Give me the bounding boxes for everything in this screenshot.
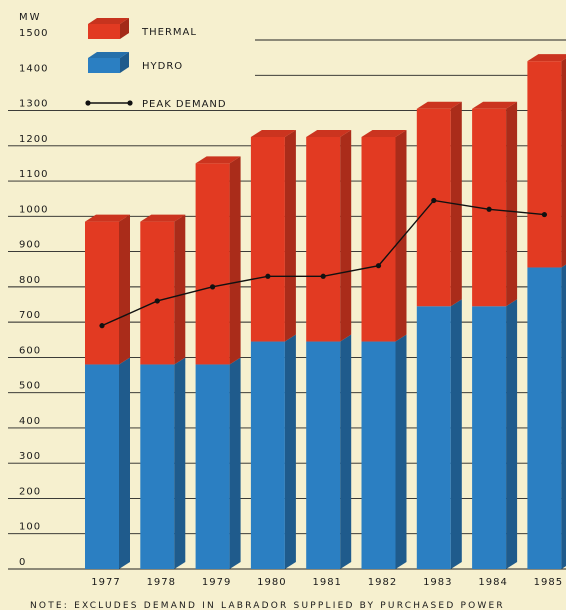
legend-label: THERMAL: [141, 27, 197, 38]
bars: [85, 54, 566, 569]
y-tick-label: 200: [19, 486, 41, 497]
y-tick-label: 500: [19, 381, 41, 392]
bar-thermal-side: [395, 129, 407, 342]
bar-hydro: [306, 341, 341, 569]
y-tick-label: 700: [19, 310, 41, 321]
x-tick-label: 1981: [312, 577, 341, 588]
peak-demand-point: [99, 323, 105, 329]
bar-thermal-side: [284, 129, 296, 342]
legend-swatch: [88, 24, 120, 39]
bar-hydro: [195, 364, 230, 569]
bar-hydro: [472, 306, 507, 569]
bar-hydro-side: [284, 334, 296, 569]
peak-demand-line: [99, 197, 548, 329]
y-tick-label: 400: [19, 416, 41, 427]
bar-thermal: [527, 61, 562, 268]
bar-thermal-side: [340, 129, 352, 342]
bar-hydro: [85, 364, 119, 569]
x-axis-ticks: 1977 1978 1979 1980 1981 1982 1983 1984 1985: [91, 577, 563, 588]
x-tick-label: 1977: [91, 577, 120, 588]
legend-swatch: [88, 58, 120, 73]
peak-demand-point: [541, 211, 548, 218]
y-axis-ticks: 0 100 200 300 400 500 600 700 800 900 1000 1100 1200…: [19, 28, 48, 568]
chart-note: NOTE: EXCLUDES DEMAND IN LABRADOR SUPPLI…: [30, 601, 505, 610]
x-tick-label: 1984: [478, 577, 507, 588]
bar-hydro-side: [450, 299, 462, 569]
legend-swatch-top: [88, 52, 129, 58]
y-tick-label: 1500: [19, 28, 48, 39]
bar-thermal-top: [527, 54, 566, 62]
bar-thermal-side: [229, 156, 241, 365]
bar-thermal: [140, 221, 175, 365]
y-tick-label: 300: [19, 451, 41, 462]
bar-thermal-top: [140, 214, 186, 222]
bar-hydro: [527, 267, 562, 569]
y-tick-label: 800: [19, 275, 41, 286]
bar-thermal: [250, 136, 285, 342]
y-tick-label: 900: [19, 240, 41, 251]
bar-hydro: [140, 364, 175, 569]
legend-swatch-side: [120, 18, 129, 39]
legend-swatch-top: [88, 18, 129, 24]
y-tick-label: 1000: [19, 204, 48, 215]
y-tick-label: 0: [19, 557, 26, 568]
bar-hydro: [361, 341, 396, 569]
y-tick-label: 100: [19, 522, 41, 533]
bar-thermal-side: [119, 214, 130, 365]
bar-thermal-side: [561, 58, 566, 268]
peak-demand-point: [320, 273, 326, 279]
bar-thermal: [416, 108, 451, 307]
bar-hydro-side: [174, 357, 186, 569]
y-tick-label: 1400: [19, 63, 48, 74]
bar-thermal-side: [506, 101, 518, 307]
x-tick-label: 1983: [423, 577, 452, 588]
bar-thermal-top: [361, 129, 407, 137]
bar-thermal-top: [306, 129, 352, 137]
y-tick-label: 600: [19, 345, 41, 356]
peak-demand-point: [486, 206, 492, 212]
bar-thermal-top: [85, 214, 130, 222]
bar-hydro-side: [119, 357, 130, 569]
x-tick-label: 1980: [257, 577, 286, 588]
legend: THERMAL HYDRO PEAK DEMAND: [85, 18, 226, 110]
legend-label: PEAK DEMAND: [142, 99, 227, 110]
peak-demand-point: [265, 273, 271, 279]
bar-hydro-side: [340, 334, 352, 569]
y-axis-unit-label: MW: [19, 12, 42, 23]
legend-line-point: [127, 100, 133, 106]
bar-hydro-side: [561, 264, 566, 569]
bar-hydro-side: [229, 357, 241, 569]
x-tick-label: 1978: [147, 577, 176, 588]
y-tick-label: 1100: [19, 169, 48, 180]
legend-line-point: [85, 100, 91, 106]
bar-thermal-top: [195, 156, 241, 164]
bar-hydro: [250, 341, 285, 569]
y-tick-label: 1300: [19, 99, 48, 110]
x-tick-label: 1982: [368, 577, 397, 588]
x-tick-label: 1979: [202, 577, 231, 588]
peak-demand-point: [431, 197, 437, 204]
peak-demand-point: [375, 263, 382, 269]
bar-thermal-top: [416, 101, 462, 109]
peak-demand-point: [154, 298, 160, 304]
bar-thermal: [306, 136, 341, 342]
x-tick-label: 1985: [534, 577, 563, 588]
bar-thermal: [361, 136, 396, 342]
y-tick-label: 1200: [19, 134, 48, 145]
bar-hydro-side: [506, 299, 518, 569]
legend-swatch-side: [120, 52, 129, 73]
legend-label: HYDRO: [142, 61, 183, 72]
bar-thermal: [85, 221, 119, 365]
bar-thermal-side: [174, 214, 186, 365]
bar-thermal-top: [250, 129, 296, 137]
bar-hydro: [416, 306, 451, 569]
bar-thermal-top: [472, 101, 518, 109]
bar-thermal: [195, 163, 230, 365]
bar-hydro-side: [395, 334, 407, 569]
peak-demand-point: [210, 284, 216, 290]
